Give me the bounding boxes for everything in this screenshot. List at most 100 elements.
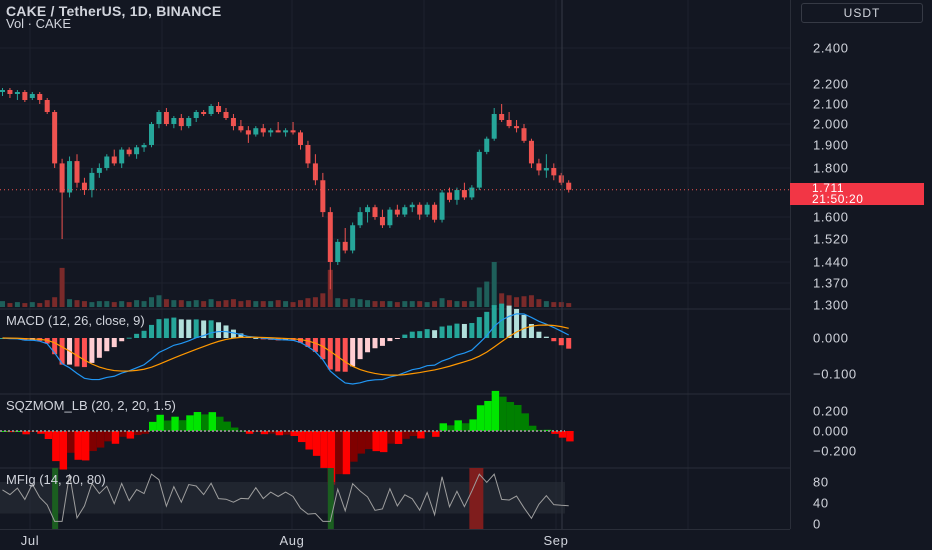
sqzmom-bar — [335, 431, 343, 475]
sqzmom-bar — [566, 431, 574, 442]
volume-bar — [372, 301, 378, 307]
sqzmom-bar — [260, 431, 269, 435]
symbol-title[interactable]: CAKE / TetherUS, 1D, BINANCE — [6, 3, 222, 19]
macd-histogram-bar — [312, 338, 318, 352]
candle-body — [379, 217, 385, 226]
volume-bar — [558, 302, 564, 307]
candle-body — [111, 156, 117, 164]
volume-bar — [379, 301, 385, 307]
candle-body — [178, 118, 184, 127]
last-price-label: 1.711 21:50:20 — [790, 181, 924, 205]
sqzmom-bar — [275, 431, 284, 436]
macd-histogram-bar — [379, 338, 385, 346]
sqzmom-bar — [193, 412, 202, 431]
sqzmom-bar — [528, 425, 537, 431]
sqzmom-bar — [7, 431, 15, 433]
chart-area[interactable]: CAKE / TetherUS, 1D, BINANCE Vol · CAKE … — [0, 0, 790, 529]
volume-bar — [387, 301, 393, 307]
sqzmom-bar — [230, 427, 239, 431]
sqzmom-legend[interactable]: SQZMOM_LB (20, 2, 20, 1.5) — [6, 398, 176, 413]
volume-bar — [7, 303, 13, 307]
sqzmom-bar — [350, 431, 358, 462]
sqzmom-bar — [208, 412, 217, 431]
candle-body — [208, 106, 214, 114]
candle-body — [253, 128, 259, 135]
macd-histogram-bar — [178, 319, 184, 338]
price-tick: 1.370 — [813, 275, 849, 291]
candle-body — [216, 106, 222, 112]
macd-histogram-bar — [491, 305, 497, 338]
volume-bar — [528, 295, 534, 307]
candle-body — [461, 190, 467, 198]
candle-body — [387, 209, 393, 226]
sqzmom-bar — [417, 431, 425, 439]
candle-body — [201, 112, 207, 114]
volume-bar — [469, 301, 475, 307]
volume-bar — [22, 303, 28, 307]
currency-selector[interactable]: USDT — [801, 3, 923, 23]
sqzmom-bar — [447, 425, 455, 431]
macd-histogram-bar — [134, 333, 140, 338]
last-price-value: 1.711 — [812, 181, 845, 195]
macd-histogram-bar — [253, 337, 259, 339]
sqzmom-bar — [551, 431, 559, 434]
volume-bar — [74, 300, 80, 307]
sqzmom-bar — [387, 431, 395, 444]
sqzmom-bar — [126, 431, 135, 439]
sqzmom-bar — [171, 416, 179, 431]
volume-bar — [230, 299, 236, 307]
sqzmom-bar — [290, 431, 298, 437]
macd-histogram-bar — [365, 338, 371, 353]
price-tick: 1.800 — [813, 160, 849, 176]
sqzmom-bar — [59, 431, 68, 470]
candle-body — [186, 118, 192, 127]
macd-histogram-bar — [409, 331, 415, 338]
price-tick: 1.300 — [813, 297, 849, 313]
volume-legend[interactable]: Vol · CAKE — [6, 16, 72, 31]
chart-canvas[interactable] — [0, 0, 790, 529]
candle-body — [245, 130, 251, 135]
time-axis[interactable]: Jul Aug Sep — [0, 529, 790, 550]
sqzmom-bar — [379, 431, 388, 453]
volume-bar — [402, 301, 408, 307]
candle-body — [424, 204, 430, 215]
candle-body — [454, 190, 460, 200]
sqzmom-bar — [432, 431, 440, 437]
macd-histogram-bar — [447, 325, 452, 338]
macd-histogram-bar — [238, 333, 244, 338]
macd-histogram-bar — [521, 314, 527, 338]
macd-line — [2, 313, 569, 385]
mfi-overbought-marker — [469, 468, 484, 529]
macd-histogram-bar — [439, 326, 445, 338]
macd-tick: −0.100 — [813, 366, 857, 382]
sqzmom-bar — [52, 431, 60, 462]
macd-histogram-bar — [89, 338, 95, 363]
candle-body — [67, 161, 73, 193]
candle-body — [298, 132, 303, 145]
volume-bar — [290, 302, 296, 307]
sqz-tick: −0.200 — [813, 443, 857, 459]
macd-histogram-bar — [476, 317, 482, 338]
macd-histogram-bar — [230, 329, 236, 338]
price-axis[interactable]: USDT 2.400 2.200 2.100 2.000 1.900 1.800… — [790, 0, 932, 532]
macd-histogram-bar — [357, 338, 363, 360]
candle-body — [432, 204, 438, 220]
sqzmom-bar — [305, 431, 313, 450]
candle-body — [268, 130, 274, 133]
candle-body — [260, 128, 266, 133]
sqzmom-bar — [476, 405, 485, 431]
volume-bar — [320, 293, 326, 307]
macd-histogram-bar — [454, 323, 460, 338]
volume-bar — [357, 299, 363, 307]
macd-legend[interactable]: MACD (12, 26, close, 9) — [6, 313, 145, 328]
sqz-tick: 0.000 — [813, 423, 849, 439]
volume-bar — [134, 300, 140, 307]
candle-body — [223, 112, 229, 118]
candle-body — [7, 90, 13, 94]
mfi-legend[interactable]: MFIg (14, 20, 80) — [6, 472, 106, 487]
volume-bar — [268, 301, 274, 307]
macd-histogram-bar — [543, 336, 549, 338]
macd-histogram-bar — [186, 319, 192, 338]
sqzmom-bar — [491, 390, 500, 431]
price-tick: 1.440 — [813, 254, 849, 270]
